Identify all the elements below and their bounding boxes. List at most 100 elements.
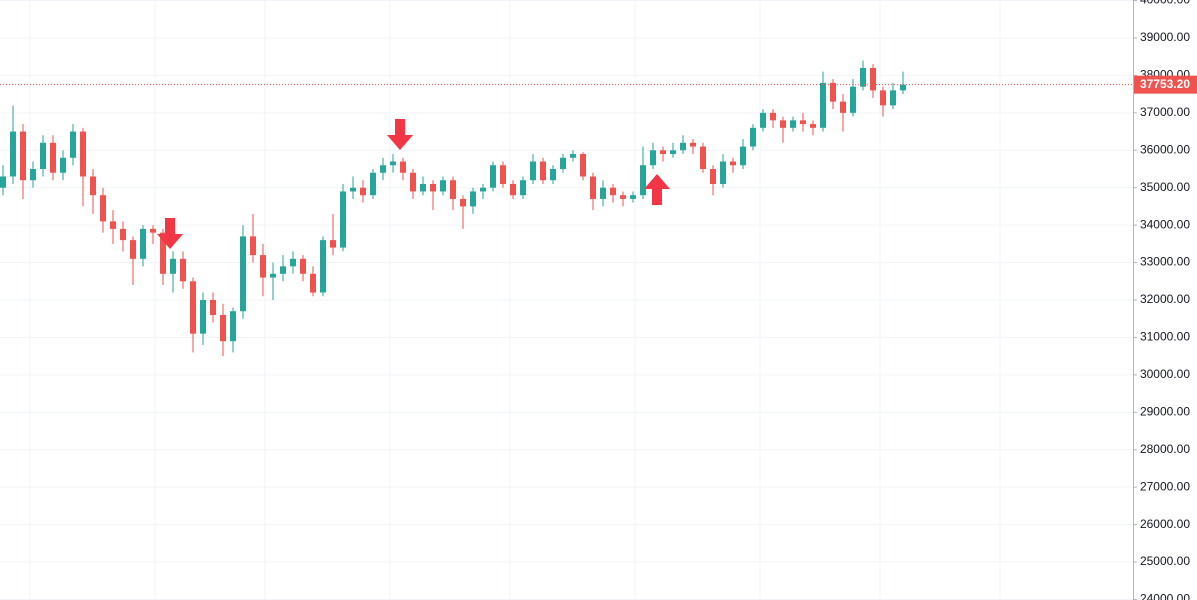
candle-body xyxy=(760,112,766,128)
candle-body xyxy=(450,180,456,199)
candle-body xyxy=(570,154,576,158)
candle-body xyxy=(350,187,356,192)
candle-body xyxy=(30,168,36,181)
sell-arrow xyxy=(157,218,183,249)
y-tick-label: 28000.00 xyxy=(1140,442,1190,456)
candle-body xyxy=(430,183,436,192)
candle-body xyxy=(600,187,606,199)
candle-body xyxy=(700,146,706,169)
candle-body xyxy=(470,191,476,207)
candle-body xyxy=(0,176,6,188)
candle-body xyxy=(270,273,276,278)
candle-body xyxy=(20,131,26,181)
y-tick-label: 39000.00 xyxy=(1140,30,1190,44)
y-tick-label: 27000.00 xyxy=(1140,479,1190,493)
candle-body xyxy=(210,300,216,315)
y-tick-label: 33000.00 xyxy=(1140,255,1190,269)
price-axis xyxy=(1133,0,1197,600)
candle-body xyxy=(180,258,186,282)
candle-body xyxy=(810,124,816,128)
candle-body xyxy=(900,84,906,91)
candle-body xyxy=(560,157,566,169)
candle-body xyxy=(680,142,686,151)
candle-body xyxy=(170,258,176,274)
candle-body xyxy=(670,150,676,155)
candle-body xyxy=(100,195,106,222)
y-tick-label: 25000.00 xyxy=(1140,554,1190,568)
y-tick-label: 30000.00 xyxy=(1140,367,1190,381)
candle-body xyxy=(800,120,806,125)
y-tick-label: 29000.00 xyxy=(1140,404,1190,418)
candle-body xyxy=(300,258,306,274)
candle-body xyxy=(420,183,426,192)
candle-body xyxy=(40,142,46,169)
candle-body xyxy=(590,176,596,199)
candle-body xyxy=(650,150,656,166)
y-tick-label: 31000.00 xyxy=(1140,330,1190,344)
candle-body xyxy=(220,314,226,342)
candle-body xyxy=(730,161,736,166)
candle-body xyxy=(580,154,586,177)
candle-body xyxy=(280,266,286,274)
candle-body xyxy=(720,161,726,184)
last-price-label: 37753.20 xyxy=(1140,77,1190,91)
candle-body xyxy=(740,146,746,166)
candle-body xyxy=(780,120,786,128)
candle-body xyxy=(310,273,316,293)
candle-body xyxy=(90,176,96,196)
candle-body xyxy=(510,183,516,196)
candle-body xyxy=(230,311,236,342)
candle-body xyxy=(10,131,16,177)
candle-body xyxy=(390,161,396,166)
y-tick-label: 37000.00 xyxy=(1140,105,1190,119)
signal-arrows xyxy=(157,119,670,249)
last-price-badge xyxy=(1134,75,1197,94)
candle-body xyxy=(620,195,626,199)
candle-body xyxy=(890,90,896,106)
candle-body xyxy=(370,172,376,196)
candle-body xyxy=(60,157,66,173)
candle-body xyxy=(880,90,886,106)
candle-body xyxy=(320,240,326,293)
candle-body xyxy=(140,228,146,259)
candle-body xyxy=(640,165,646,196)
candle-body xyxy=(380,165,386,173)
candle-body xyxy=(830,82,836,102)
candle-body xyxy=(850,86,856,113)
candle-body xyxy=(550,168,556,181)
grid xyxy=(0,0,1133,600)
candle-body xyxy=(460,198,466,207)
candle-body xyxy=(250,236,256,256)
candle-body xyxy=(480,187,486,192)
candle-body xyxy=(120,228,126,241)
candle-body xyxy=(150,228,156,233)
candle-body xyxy=(80,131,86,177)
candle-body xyxy=(660,150,666,155)
candle-body xyxy=(260,255,266,278)
candle-body xyxy=(190,281,196,334)
y-tick-label: 35000.00 xyxy=(1140,180,1190,194)
candle-body xyxy=(410,172,416,192)
candle-body xyxy=(50,142,56,173)
candle-body xyxy=(540,161,546,181)
y-tick-label: 34000.00 xyxy=(1140,217,1190,231)
candle-body xyxy=(70,131,76,158)
candle-body xyxy=(290,258,296,267)
buy-arrow xyxy=(644,174,670,205)
candle-body xyxy=(440,180,446,192)
candle-body xyxy=(500,165,506,184)
candle-body xyxy=(820,82,826,128)
candle-body xyxy=(360,187,366,196)
sell-arrow xyxy=(387,119,413,150)
candle-body xyxy=(630,195,636,199)
candle-body xyxy=(840,101,846,113)
y-tick-label: 24000.00 xyxy=(1140,592,1190,600)
candle-body xyxy=(400,161,406,173)
candle-body xyxy=(790,120,796,128)
y-tick-label: 40000.00 xyxy=(1140,0,1190,7)
candle-body xyxy=(340,191,346,248)
candle-body xyxy=(610,187,616,196)
candle-body xyxy=(690,142,696,147)
candle-body xyxy=(110,221,116,229)
